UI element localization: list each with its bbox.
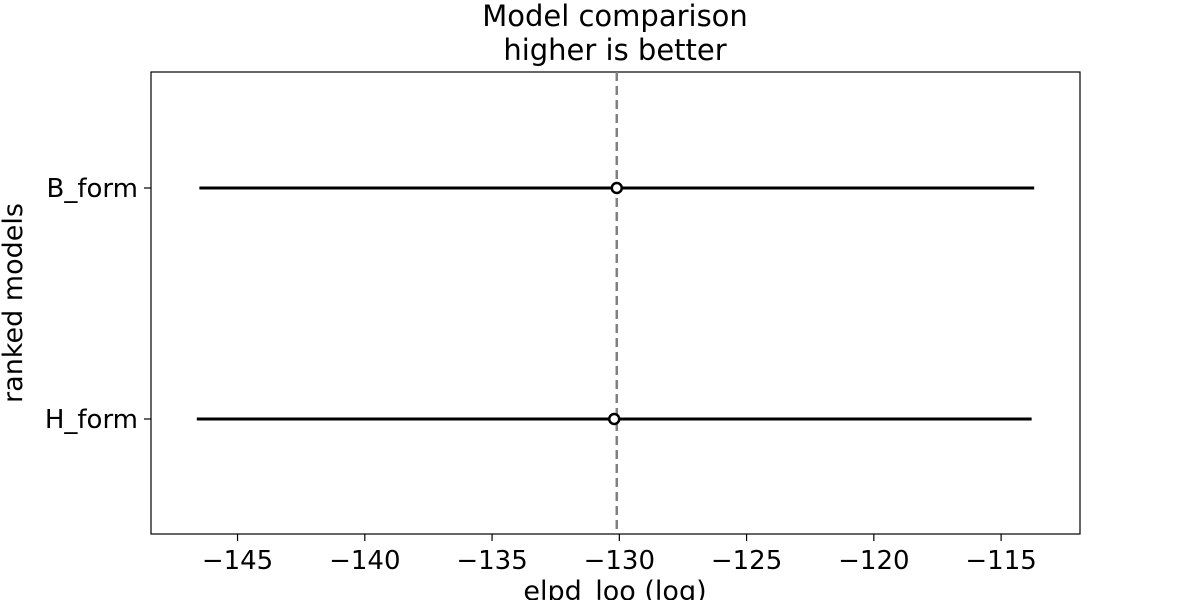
x-tick-label: −145 [202,546,273,576]
y-axis-label: ranked models [0,203,29,403]
plot-area-frame [150,71,1081,535]
x-tick-label: −130 [584,546,655,576]
x-tick-label: −115 [965,546,1036,576]
x-axis-label: elpd_loo (log) [523,576,706,600]
elpd-point-H_form [607,412,621,426]
x-tick-label: −135 [456,546,527,576]
x-tick-label: −120 [838,546,909,576]
chart-title: Model comparison [482,0,748,33]
elpd-point-B_form [610,181,624,195]
chart-subtitle: higher is better [503,33,726,67]
x-tick-label: −140 [329,546,400,576]
y-tick-label-B_form: B_form [47,174,138,204]
x-tick-label: −125 [711,546,782,576]
y-tick-label-H_form: H_form [45,405,138,435]
